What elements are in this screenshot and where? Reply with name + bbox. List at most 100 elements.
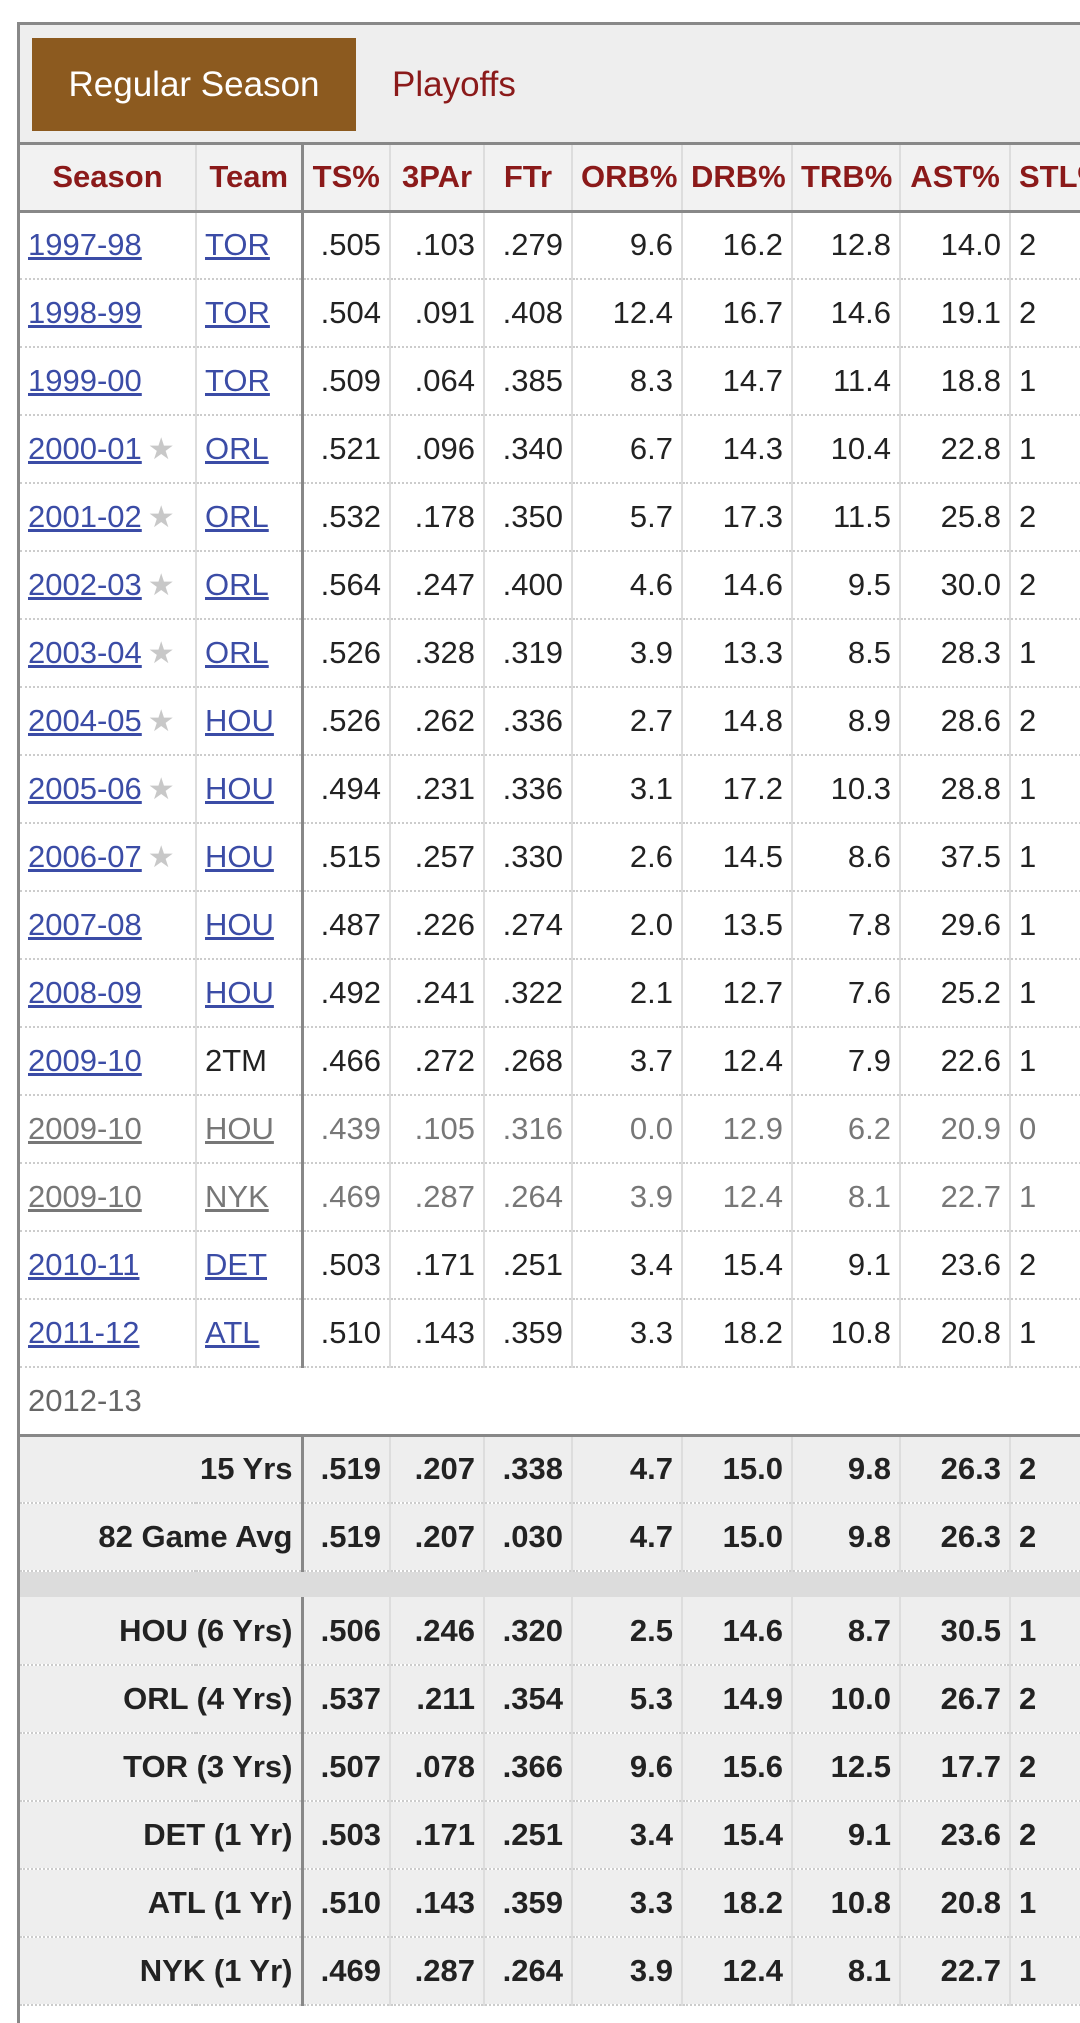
stat-orb: 2.0: [572, 891, 683, 960]
team-link[interactable]: NYK: [205, 1179, 269, 1214]
team-link[interactable]: ORL: [205, 635, 269, 670]
pending-season-row: 2012-13: [20, 1367, 1080, 1436]
season-link[interactable]: 2004-05: [28, 703, 142, 738]
stat-orb: 5.7: [572, 483, 683, 552]
stat-trb: 7.8: [792, 891, 901, 960]
season-link[interactable]: 2008-09: [28, 975, 142, 1010]
stat-ts: .519: [302, 1435, 391, 1504]
stat-drb: 13.3: [682, 619, 793, 688]
stat-trb: 10.4: [792, 415, 901, 484]
stat-3par: .226: [390, 891, 485, 960]
season-link[interactable]: 2007-08: [28, 907, 142, 942]
team-summary-row: HOU (6 Yrs) .506.246.320 2.5 14.6 8.7 30.5 1: [20, 1597, 1080, 1666]
stat-ast: 25.8: [900, 483, 1011, 552]
stat-stl: 2: [1010, 211, 1080, 280]
col-header-3par[interactable]: 3PAr: [390, 145, 485, 213]
team-link[interactable]: ATL: [205, 1315, 260, 1350]
team-summary-row-label: NYK (1 Yr): [20, 1937, 304, 2006]
season-link[interactable]: 2009-10: [28, 1043, 142, 1078]
stat-ftr: .336: [484, 687, 573, 756]
col-header-stl[interactable]: STL%: [1010, 145, 1080, 213]
team-link[interactable]: TOR: [205, 363, 270, 398]
team-link[interactable]: ORL: [205, 567, 269, 602]
stat-stl: 1: [1010, 1937, 1080, 2006]
team-link[interactable]: HOU: [205, 907, 274, 942]
col-header-ast[interactable]: AST%: [900, 145, 1011, 213]
stat-3par: .091: [390, 279, 485, 348]
season-cell: 2001-02 ★: [20, 483, 197, 552]
stat-orb: 3.3: [572, 1869, 683, 1938]
col-header-ftr[interactable]: FTr: [484, 145, 573, 213]
stat-ts: .503: [302, 1801, 391, 1870]
season-link[interactable]: 1997-98: [28, 227, 142, 263]
season-link[interactable]: 2010-11: [28, 1247, 140, 1282]
advanced-stats-panel: Regular Season Playoffs Season Team TS% …: [17, 22, 1080, 2023]
season-link[interactable]: 1998-99: [28, 295, 142, 330]
stat-drb: 14.9: [682, 1665, 793, 1734]
season-link[interactable]: 2009-10: [28, 1111, 142, 1146]
season-link[interactable]: 2002-03: [28, 567, 142, 602]
team-link[interactable]: HOU: [205, 771, 274, 806]
stat-3par: .178: [390, 483, 485, 552]
season-cell: 2006-07 ★: [20, 823, 197, 892]
season-cell: 2009-10: [20, 1027, 197, 1096]
stat-stl: 1: [1010, 1597, 1080, 1666]
team-cell: HOU: [196, 1095, 304, 1164]
advanced-stats-table: Season Team TS% 3PAr FTr ORB% DRB% TRB% …: [20, 145, 1080, 2006]
team-link[interactable]: HOU: [205, 703, 274, 738]
section-divider: [20, 1571, 1080, 1597]
season-link[interactable]: 2011-12: [28, 1315, 140, 1350]
table-row: 2009-10 2TM .466.272.268 3.7 12.4 7.9 22.6 1: [20, 1027, 1080, 1096]
stat-stl: 0: [1010, 1095, 1080, 1164]
team-link[interactable]: ORL: [205, 431, 269, 466]
stat-ftr: .279: [484, 211, 573, 280]
season-link[interactable]: 2003-04: [28, 635, 142, 670]
team-link[interactable]: ORL: [205, 499, 269, 534]
team-link[interactable]: TOR: [205, 295, 270, 330]
stat-stl: 2: [1010, 551, 1080, 620]
stat-3par: .078: [390, 1733, 485, 1802]
col-header-season[interactable]: Season: [20, 145, 197, 213]
col-header-team[interactable]: Team: [196, 145, 304, 213]
team-link[interactable]: HOU: [205, 1111, 274, 1146]
stat-stl: 1: [1010, 619, 1080, 688]
tab-playoffs[interactable]: Playoffs: [392, 64, 516, 104]
team-link[interactable]: HOU: [205, 839, 274, 874]
career-row-label: 82 Game Avg: [20, 1503, 304, 1572]
season-link[interactable]: 2000-01: [28, 431, 142, 466]
col-header-ts[interactable]: TS%: [302, 145, 391, 213]
stat-ts: .519: [302, 1503, 391, 1572]
team-cell: HOU: [196, 755, 304, 824]
team-link[interactable]: DET: [205, 1247, 267, 1282]
stat-ftr: .385: [484, 347, 573, 416]
team-link[interactable]: TOR: [205, 227, 270, 263]
season-link[interactable]: 1999-00: [28, 363, 142, 398]
star-icon: ★: [147, 433, 175, 466]
stat-trb: 8.7: [792, 1597, 901, 1666]
team-link[interactable]: HOU: [205, 975, 274, 1010]
col-header-orb[interactable]: ORB%: [572, 145, 683, 213]
stat-stl: 1: [1010, 959, 1080, 1028]
stat-orb: 6.7: [572, 415, 683, 484]
tab-regular-season[interactable]: Regular Season: [32, 38, 356, 131]
stat-drb: 16.7: [682, 279, 793, 348]
stat-drb: 12.4: [682, 1937, 793, 2006]
col-header-trb[interactable]: TRB%: [792, 145, 901, 213]
col-header-drb[interactable]: DRB%: [682, 145, 793, 213]
season-link[interactable]: 2009-10: [28, 1179, 142, 1214]
team-cell: DET: [196, 1231, 304, 1300]
season-link[interactable]: 2006-07: [28, 839, 142, 874]
season-link[interactable]: 2001-02: [28, 499, 142, 534]
team-summary-row: ATL (1 Yr) .510.143.359 3.3 18.2 10.8 20.8 1: [20, 1869, 1080, 1938]
team-cell: TOR: [196, 347, 304, 416]
table-row: 2004-05 ★ HOU .526.262.336 2.7 14.8 8.9 28.6 2: [20, 687, 1080, 756]
stat-ftr: .251: [484, 1801, 573, 1870]
season-cell: 1997-98: [20, 211, 197, 280]
team-cell: HOU: [196, 823, 304, 892]
stat-stl: 2: [1010, 1503, 1080, 1572]
stat-3par: .231: [390, 755, 485, 824]
stat-ftr: .340: [484, 415, 573, 484]
season-link[interactable]: 2005-06: [28, 771, 142, 806]
stat-stl: 2: [1010, 1231, 1080, 1300]
stat-ftr: .274: [484, 891, 573, 960]
